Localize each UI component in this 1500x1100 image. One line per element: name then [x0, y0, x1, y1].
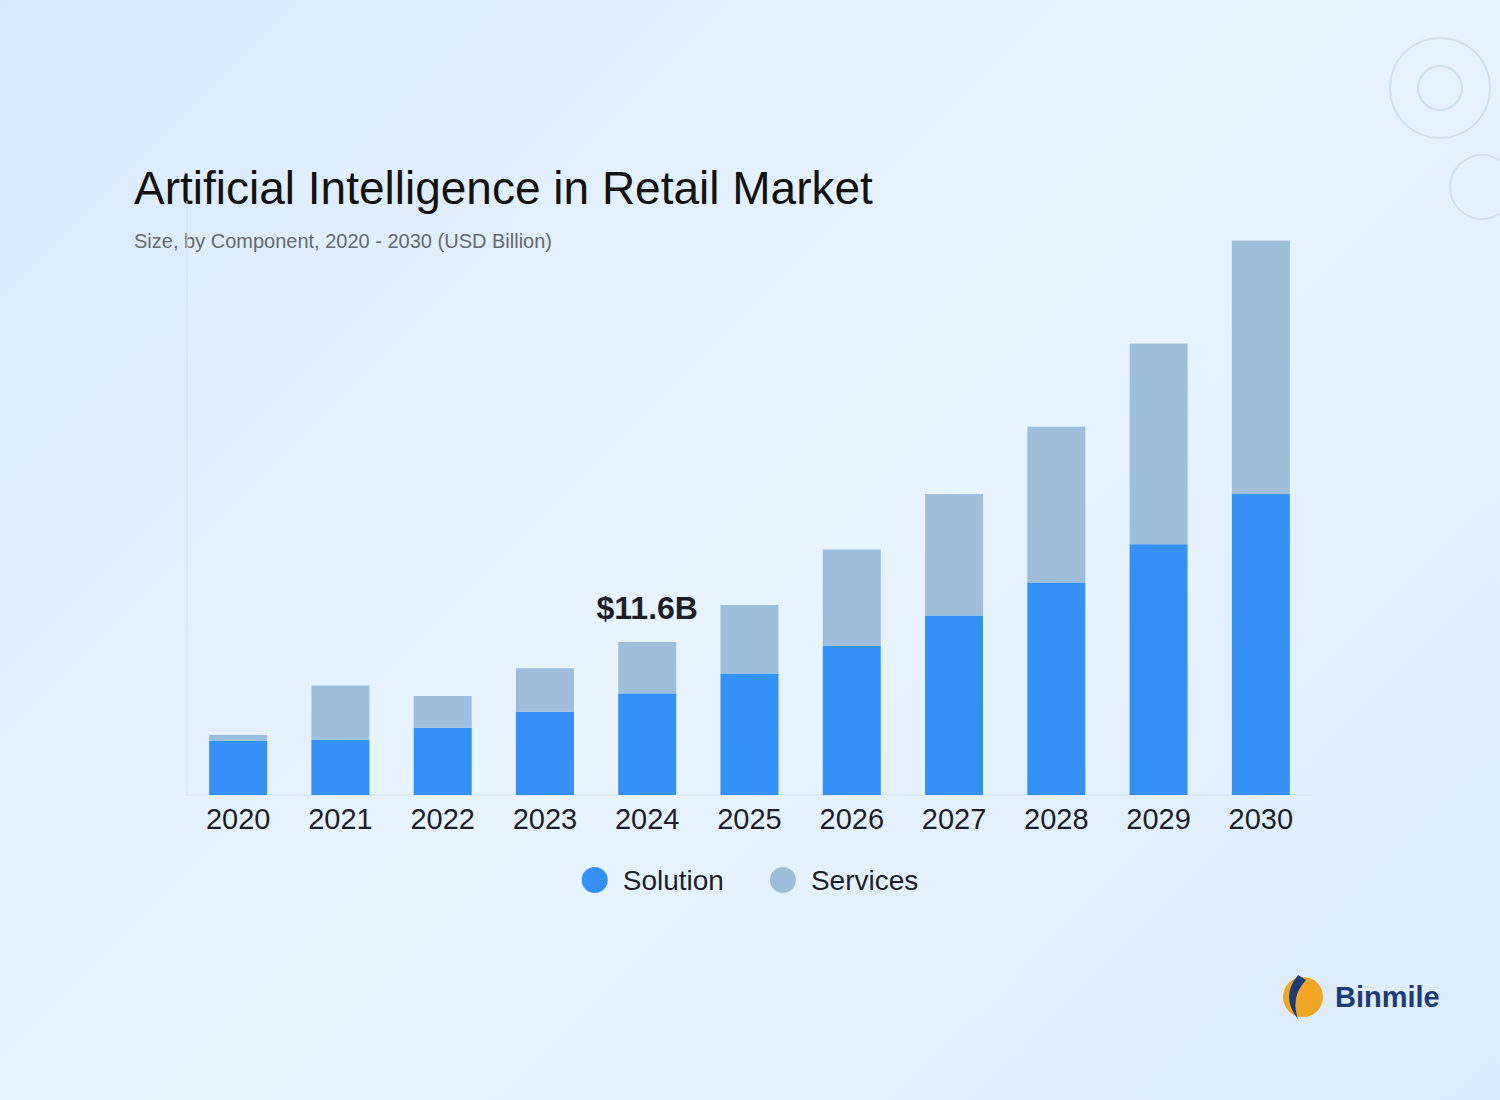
x-tick-label: 2020 — [206, 803, 271, 835]
bar-segment — [1232, 494, 1290, 795]
bar-segment — [823, 646, 881, 795]
bar-segment — [1027, 427, 1085, 583]
bar-segment — [1232, 241, 1290, 494]
bars — [209, 241, 1290, 795]
bar-segment — [925, 494, 983, 615]
bar-segment — [618, 693, 676, 795]
y-axis-line — [187, 201, 188, 795]
bar-segment — [311, 740, 369, 795]
x-tick-label: 2030 — [1229, 803, 1294, 835]
bar-segment — [1027, 582, 1085, 795]
x-tick-label: 2026 — [820, 803, 885, 835]
decoration — [1390, 38, 1500, 219]
legend-label: Solution — [623, 865, 724, 896]
bar-segment — [823, 549, 881, 645]
brand-logo: Binmile — [1283, 975, 1440, 1019]
brand-name: Binmile — [1335, 981, 1440, 1013]
legend-swatch — [582, 867, 608, 893]
bar-segment — [516, 712, 574, 795]
chart-canvas: Artificial Intelligence in Retail Market… — [0, 0, 1500, 1100]
bar-segment — [721, 605, 779, 674]
x-tick-label: 2024 — [615, 803, 680, 835]
bar-segment — [925, 615, 983, 795]
gear — [1450, 155, 1500, 219]
x-tick-label: 2021 — [308, 803, 373, 835]
legend-label: Services — [811, 865, 918, 896]
bar-segment — [1130, 344, 1188, 545]
bar-segment — [516, 668, 574, 712]
legend: Solution Services — [582, 865, 919, 896]
bar-segment — [311, 685, 369, 739]
gear — [1418, 66, 1462, 110]
bar-segment — [721, 674, 779, 795]
title: Artificial Intelligence in Retail Market — [134, 162, 873, 214]
logo-icon — [1289, 975, 1306, 1019]
x-tick-label: 2028 — [1024, 803, 1089, 835]
subtitle: Size, by Component, 2020 - 2030 (USD Bil… — [134, 230, 552, 252]
bar-segment — [414, 728, 472, 795]
x-tick-label: 2022 — [410, 803, 475, 835]
x-tick-label: 2025 — [717, 803, 782, 835]
bar-segment — [209, 735, 267, 741]
annotation: $11.6B — [597, 590, 698, 626]
gear — [1390, 38, 1490, 138]
legend-swatch — [770, 867, 796, 893]
x-tick-label: 2023 — [513, 803, 578, 835]
bar-segment — [1130, 544, 1188, 795]
bar-segment — [209, 741, 267, 795]
bar-segment — [618, 642, 676, 693]
x-tick-label: 2029 — [1126, 803, 1191, 835]
x-tick-label: 2027 — [922, 803, 987, 835]
bar-segment — [414, 696, 472, 728]
